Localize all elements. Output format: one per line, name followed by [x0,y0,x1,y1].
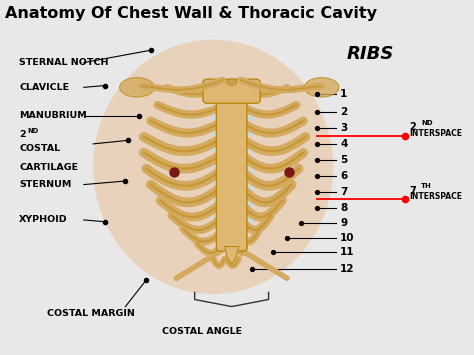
Text: 2: 2 [410,122,416,132]
Text: ND: ND [27,128,39,134]
Text: Anatomy Of Chest Wall & Thoracic Cavity: Anatomy Of Chest Wall & Thoracic Cavity [5,6,377,21]
Polygon shape [225,246,238,264]
Polygon shape [211,170,253,183]
Text: XYPHOID: XYPHOID [19,215,68,224]
Text: 11: 11 [340,247,355,257]
Text: TH: TH [421,183,432,189]
Polygon shape [211,138,253,151]
Ellipse shape [119,78,154,97]
Text: 12: 12 [340,264,355,274]
Text: 7: 7 [410,186,416,196]
Text: 6: 6 [340,171,347,181]
Text: COSTAL MARGIN: COSTAL MARGIN [47,309,135,318]
Ellipse shape [304,78,339,97]
Ellipse shape [227,79,237,85]
Text: 1: 1 [340,89,347,99]
Polygon shape [211,202,253,214]
Polygon shape [211,123,253,135]
Text: RIBS: RIBS [346,45,394,63]
Text: 9: 9 [340,218,347,229]
FancyBboxPatch shape [203,79,260,103]
Text: INTERSPACE: INTERSPACE [410,192,463,201]
Text: ND: ND [421,120,433,126]
Text: 2: 2 [340,107,347,117]
Text: STERNUM: STERNUM [19,180,72,189]
Polygon shape [211,186,253,199]
Text: 3: 3 [340,123,347,133]
Polygon shape [211,89,253,103]
Text: 8: 8 [340,203,347,213]
Text: CARTILAGE: CARTILAGE [19,163,78,173]
Text: STERNAL NOTCH: STERNAL NOTCH [19,58,109,67]
Text: MANUBRIUM: MANUBRIUM [19,111,87,120]
Text: 4: 4 [340,139,347,149]
Polygon shape [211,107,253,119]
FancyBboxPatch shape [217,97,247,251]
Text: 7: 7 [340,187,347,197]
Text: 5: 5 [340,155,347,165]
Text: COSTAL ANGLE: COSTAL ANGLE [162,327,242,336]
Ellipse shape [93,40,333,294]
Text: 2: 2 [19,130,26,138]
Text: COSTAL: COSTAL [19,144,60,153]
Polygon shape [211,154,253,167]
Text: 10: 10 [340,233,355,242]
Text: CLAVICLE: CLAVICLE [19,83,69,92]
Text: INTERSPACE: INTERSPACE [410,129,463,138]
Polygon shape [211,217,253,227]
